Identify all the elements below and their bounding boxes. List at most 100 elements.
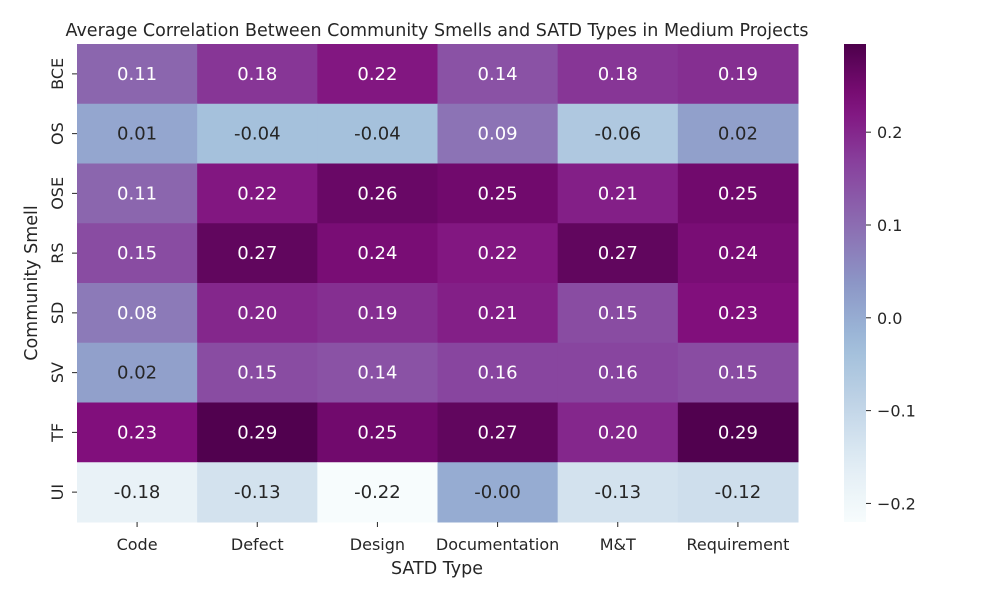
heatmap-cell xyxy=(437,103,559,164)
cell-value-label: 0.16 xyxy=(598,363,638,384)
cell-value-label: 0.11 xyxy=(117,64,157,85)
cell-value-label: 0.14 xyxy=(478,64,518,85)
heatmap-cell xyxy=(77,163,198,224)
heatmap-cell xyxy=(317,44,438,105)
y-tick-label: RS xyxy=(48,242,67,263)
heatmap-cell xyxy=(317,402,438,463)
colorbar-tick-label: 0.2 xyxy=(877,123,902,142)
heatmap-cell xyxy=(437,402,559,463)
cell-value-label: 0.27 xyxy=(598,243,638,264)
heatmap-cell xyxy=(437,163,559,224)
heatmap-cell xyxy=(677,223,799,284)
colorbar-tick-label: −0.2 xyxy=(877,494,916,513)
heatmap-cell xyxy=(557,283,679,344)
y-tick-label: SD xyxy=(48,302,67,324)
cell-value-label: 0.11 xyxy=(117,183,157,204)
y-axis-label: Community Smell xyxy=(22,205,42,361)
cell-value-label: 0.27 xyxy=(237,243,277,264)
heatmap-cell xyxy=(197,342,318,403)
colorbar-tick-label: 0.0 xyxy=(877,309,902,328)
chart-title: Average Correlation Between Community Sm… xyxy=(66,21,809,41)
heatmap-cell xyxy=(197,163,318,224)
heatmap-cell xyxy=(77,283,198,344)
y-tick-label: OS xyxy=(48,122,67,145)
cell-value-label: -0.13 xyxy=(234,482,281,503)
heatmap-cell xyxy=(677,342,799,403)
cell-value-label: 0.14 xyxy=(357,363,397,384)
cell-value-label: -0.12 xyxy=(715,482,762,503)
colorbar: 0.2 0.1 0.0 −0.1 −0.2 xyxy=(844,44,916,522)
heatmap-cell xyxy=(677,44,799,105)
cell-value-label: 0.29 xyxy=(237,422,277,443)
x-axis-label: SATD Type xyxy=(391,559,483,579)
heatmap-cell xyxy=(197,462,318,523)
cell-value-label: -0.00 xyxy=(474,482,521,503)
heatmap-cell xyxy=(317,462,438,523)
cell-value-label: 0.16 xyxy=(478,363,518,384)
cell-value-label: -0.04 xyxy=(354,124,401,145)
x-tick-label: Code xyxy=(117,535,158,554)
heatmap-cell xyxy=(317,223,438,284)
cell-value-label: 0.20 xyxy=(237,303,277,324)
heatmap-cell xyxy=(197,283,318,344)
cell-value-label: 0.23 xyxy=(718,303,758,324)
heatmap-cell xyxy=(557,163,679,224)
y-tick-label: BCE xyxy=(48,58,67,90)
x-axis-ticks: Code Defect Design Documentation M&T Requirem… xyxy=(117,522,789,554)
heatmap-cell xyxy=(677,462,799,523)
x-tick-label: Requirement xyxy=(686,535,789,554)
x-tick-label: M&T xyxy=(600,535,636,554)
cell-value-label: 0.19 xyxy=(357,303,397,324)
cell-value-label: -0.04 xyxy=(234,124,281,145)
x-tick-label: Defect xyxy=(231,535,284,554)
heatmap-cell xyxy=(77,462,198,523)
heatmap-cell xyxy=(197,103,318,164)
cell-value-label: 0.15 xyxy=(237,363,277,384)
cell-value-label: 0.26 xyxy=(357,183,397,204)
cell-value-label: 0.21 xyxy=(598,183,638,204)
cell-value-label: 0.23 xyxy=(117,422,157,443)
cell-value-label: -0.13 xyxy=(594,482,641,503)
y-axis-ticks: BCE OS OSE RS SD SV TF UI xyxy=(48,58,77,500)
heatmap-cell xyxy=(557,103,679,164)
cell-value-label: 0.24 xyxy=(357,243,397,264)
heatmap-cell xyxy=(437,44,559,105)
cell-value-label: 0.08 xyxy=(117,303,157,324)
heatmap-cell xyxy=(317,163,438,224)
cell-value-label: 0.22 xyxy=(237,183,277,204)
heatmap-cell xyxy=(317,103,438,164)
heatmap-cell xyxy=(557,44,679,105)
heatmap-cell xyxy=(557,342,679,403)
cell-value-label: -0.18 xyxy=(114,482,161,503)
cell-value-label: 0.19 xyxy=(718,64,758,85)
cell-value-label: 0.22 xyxy=(357,64,397,85)
heatmap-cell xyxy=(77,44,198,105)
heatmap-cell xyxy=(197,223,318,284)
colorbar-tick-label: −0.1 xyxy=(877,402,916,421)
cell-value-label: 0.15 xyxy=(598,303,638,324)
cell-value-label: 0.20 xyxy=(598,422,638,443)
heatmap-cell xyxy=(317,283,438,344)
colorbar-tick-label: 0.1 xyxy=(877,216,902,235)
heatmap-cell xyxy=(197,402,318,463)
heatmap-cell xyxy=(677,402,799,463)
heatmap-cell xyxy=(437,223,559,284)
heatmap-cell xyxy=(77,223,198,284)
cell-value-label: 0.15 xyxy=(718,363,758,384)
cell-value-label: -0.06 xyxy=(594,124,641,145)
y-tick-label: SV xyxy=(48,362,67,383)
cell-value-label: 0.25 xyxy=(357,422,397,443)
heatmap-cell xyxy=(557,462,679,523)
heatmap-cell xyxy=(317,342,438,403)
y-tick-label: UI xyxy=(48,484,67,500)
heatmap-cell xyxy=(437,283,559,344)
cell-value-label: 0.21 xyxy=(478,303,518,324)
cell-value-label: 0.27 xyxy=(478,422,518,443)
y-tick-label: TF xyxy=(48,423,67,443)
cell-value-label: 0.29 xyxy=(718,422,758,443)
heatmap-cell xyxy=(677,103,799,164)
heatmap-cell xyxy=(77,103,198,164)
y-tick-label: OSE xyxy=(48,177,67,210)
cell-value-label: 0.01 xyxy=(117,124,157,145)
